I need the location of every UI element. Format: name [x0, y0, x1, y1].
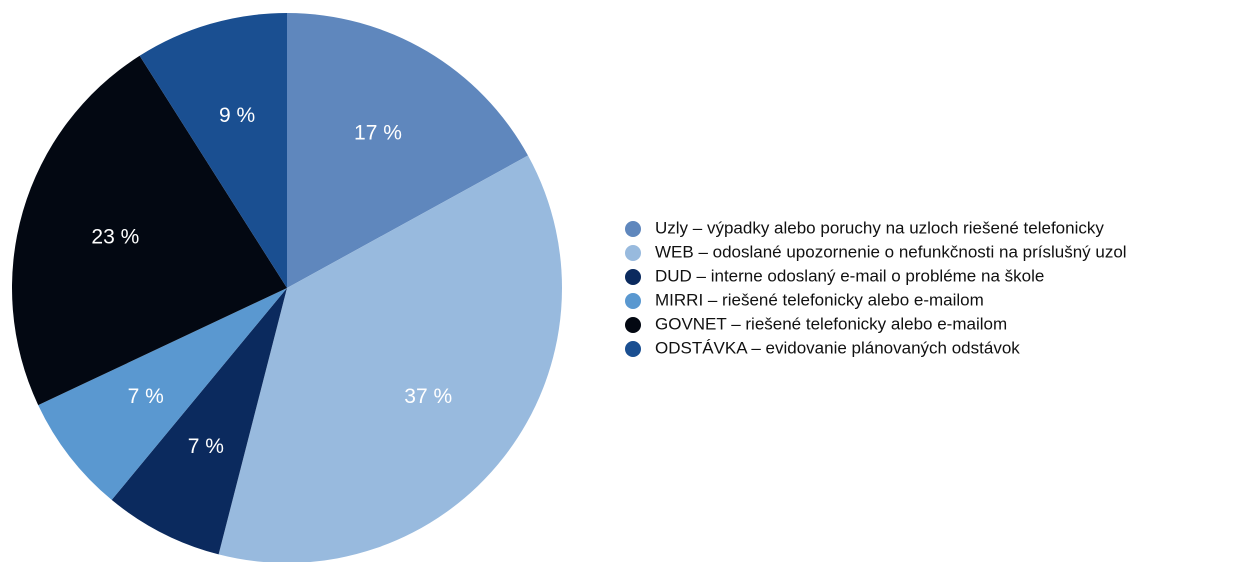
- legend-label: Uzly – výpadky alebo poruchy na uzloch r…: [655, 218, 1104, 237]
- legend-marker: [625, 269, 641, 285]
- value-label: 9 %: [219, 104, 255, 127]
- legend-label: WEB – odoslané upozornenie o nefunkčnost…: [655, 242, 1127, 261]
- pie-slice: [38, 288, 287, 500]
- value-label: 7 %: [188, 435, 224, 458]
- value-label: 7 %: [128, 385, 164, 408]
- pie-slice: [218, 155, 562, 562]
- legend-label: GOVNET – riešené telefonicky alebo e-mai…: [655, 314, 1007, 333]
- legend-label: ODSTÁVKA – evidovanie plánovaných odstáv…: [655, 338, 1020, 357]
- value-label: 23 %: [91, 226, 139, 249]
- legend-marker: [625, 245, 641, 261]
- legend-label: MIRRI – riešené telefonicky alebo e-mail…: [655, 290, 984, 309]
- legend-label: DUD – interne odoslaný e-mail o probléme…: [655, 266, 1044, 285]
- value-label: 17 %: [354, 122, 402, 145]
- pie-slice: [111, 288, 287, 555]
- pie-slice: [11, 55, 288, 406]
- legend-marker: [625, 293, 641, 309]
- legend-marker: [625, 221, 641, 237]
- legend-marker: [625, 341, 641, 357]
- legend-marker: [625, 317, 641, 333]
- value-label: 37 %: [404, 385, 452, 408]
- pie-slice: [287, 13, 528, 288]
- pie-slice: [139, 13, 287, 288]
